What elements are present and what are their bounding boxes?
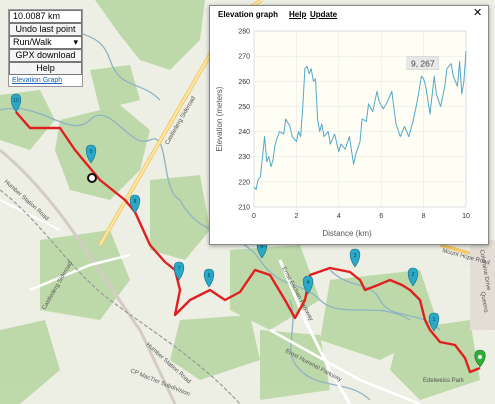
route-marker-7[interactable]: 7 <box>173 261 185 281</box>
y-tick-label: 240 <box>238 129 250 136</box>
elevation-window-header: Elevation graph Help Update ✕ <box>210 6 488 23</box>
y-tick-label: 270 <box>238 54 250 61</box>
undo-last-point-button[interactable]: Undo last point <box>9 23 82 36</box>
forest-areas <box>0 0 480 404</box>
route-marker-9[interactable]: 9 <box>85 144 97 164</box>
x-tick-label: 4 <box>337 213 341 220</box>
tooltip-text: 9, 267 <box>411 59 435 69</box>
start-marker[interactable] <box>474 349 486 368</box>
route-marker-10[interactable]: 10 <box>10 93 22 113</box>
label-edelweiss-park: Edelweiss Park <box>423 378 465 384</box>
route-markers: 10 9 8 7 6 5 4 3 2 1 <box>10 93 440 332</box>
elevation-chart: 210 220 230 240 250 260 270 280 0 2 4 6 8 10 9, 267 Di… <box>210 23 488 244</box>
x-tick-label: 6 <box>379 213 383 220</box>
activity-mode-value: Run/Walk <box>13 37 52 47</box>
activity-mode-select[interactable]: Run/Walk ▾ <box>9 36 82 49</box>
elevation-help-link[interactable]: Help <box>289 10 307 19</box>
route-marker-6[interactable]: 6 <box>203 268 215 288</box>
route-line <box>15 111 481 374</box>
y-tick-label: 260 <box>238 79 250 86</box>
close-icon[interactable]: ✕ <box>473 7 483 19</box>
x-tick-label: 0 <box>252 213 256 220</box>
route-marker-label: 6 <box>208 273 211 279</box>
gpx-download-button[interactable]: GPX download <box>9 49 82 62</box>
y-tick-label: 230 <box>238 154 250 161</box>
y-tick-label: 250 <box>238 104 250 111</box>
route-marker-label: 4 <box>307 280 310 286</box>
x-tick-label: 2 <box>294 213 298 220</box>
route-marker-3[interactable]: 3 <box>349 248 361 268</box>
elevation-graph-link[interactable]: Elevation Graph <box>9 75 82 86</box>
elevation-series-line <box>253 51 467 190</box>
y-tick-label: 210 <box>238 205 250 212</box>
route-marker-label: 2 <box>412 272 415 278</box>
x-tick-label: 10 <box>462 213 470 220</box>
control-panel: 10.0087 km Undo last point Run/Walk ▾ GP… <box>8 9 83 87</box>
x-tick-label: 8 <box>422 213 426 220</box>
elevation-graph-window: Elevation graph Help Update ✕ 210 220 230 2… <box>209 5 489 245</box>
y-tick-label: 280 <box>238 29 250 36</box>
y-tick-label: 220 <box>238 179 250 186</box>
elevation-window-title: Elevation graph <box>218 10 279 19</box>
chevron-down-icon: ▾ <box>73 37 78 47</box>
urban-area <box>470 240 495 330</box>
route-marker-2[interactable]: 2 <box>407 267 419 287</box>
route-marker-label: 5 <box>261 244 264 250</box>
route-marker-label: 9 <box>90 149 93 155</box>
route-marker-4[interactable]: 4 <box>302 275 314 295</box>
elevation-update-link[interactable]: Update <box>310 10 338 19</box>
route-marker-label: 3 <box>354 253 357 259</box>
road-label-queens: Queens <box>479 291 489 313</box>
route-marker-label: 7 <box>178 266 181 272</box>
x-axis-label: Distance (km) <box>322 229 372 238</box>
y-axis-label: Elevation (meters) <box>215 86 224 151</box>
route-marker-label: 1 <box>433 317 436 323</box>
help-button[interactable]: Help <box>9 62 82 75</box>
route-marker-1[interactable]: 1 <box>428 312 440 332</box>
distance-readout: 10.0087 km <box>9 10 82 23</box>
current-point-marker[interactable] <box>87 173 97 183</box>
hover-tooltip: 9, 267 <box>406 56 440 70</box>
route-marker-label: 8 <box>134 199 137 205</box>
route-marker-label: 10 <box>13 98 19 104</box>
route-marker-8[interactable]: 8 <box>129 194 141 214</box>
